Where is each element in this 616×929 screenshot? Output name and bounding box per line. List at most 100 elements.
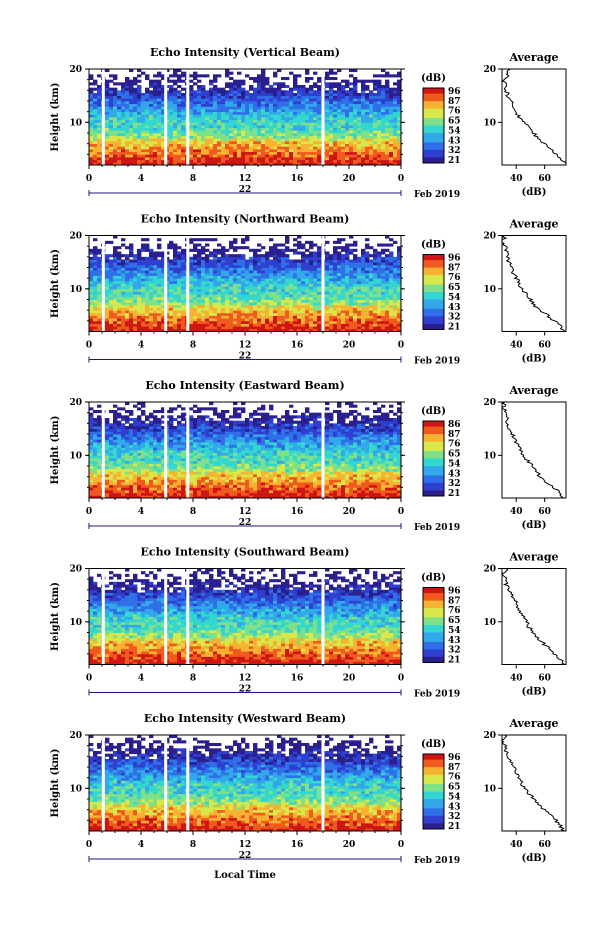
heatmap-cell: [129, 248, 134, 252]
heatmap-cell: [337, 111, 342, 115]
heatmap-cell: [281, 328, 286, 332]
heatmap-cell: [261, 264, 266, 268]
heatmap-cell: [213, 254, 218, 258]
heatmap-cell: [249, 262, 254, 266]
heatmap-cell: [329, 130, 334, 134]
heatmap-cell: [253, 117, 258, 121]
heatmap-cell: [341, 267, 346, 271]
heatmap-cell: [161, 87, 166, 91]
heatmap-cell: [129, 154, 134, 158]
heatmap-cell: [217, 154, 222, 158]
heatmap-cell: [201, 90, 206, 94]
heatmap-cell: [217, 101, 222, 105]
heatmap-cell: [249, 135, 254, 139]
heatmap-cell: [313, 315, 318, 319]
heatmap-cell: [393, 138, 398, 142]
heatmap-cell: [305, 93, 310, 97]
heatmap-cell: [245, 98, 250, 102]
heatmap-cell: [225, 299, 230, 303]
heatmap-cell: [209, 312, 214, 316]
y-tick-label: 20: [69, 65, 82, 75]
heatmap-cell: [249, 270, 254, 274]
heatmap-cell: [189, 146, 194, 150]
heatmap-cell: [293, 95, 298, 99]
heatmap-cell: [149, 302, 154, 306]
heatmap-cell: [225, 141, 230, 145]
heatmap-cell: [193, 90, 198, 94]
heatmap-cell: [305, 267, 310, 271]
heatmap-cell: [197, 74, 202, 78]
heatmap-cell: [337, 262, 342, 266]
heatmap-cell: [233, 283, 238, 287]
heatmap-cell: [201, 146, 206, 150]
heatmap-cell: [121, 122, 126, 126]
heatmap-cell: [209, 328, 214, 332]
heatmap-cell: [233, 138, 238, 142]
heatmap-cell: [397, 151, 402, 155]
heatmap-cell: [133, 101, 138, 105]
heatmap-cell: [325, 130, 330, 134]
heatmap-cell: [89, 125, 94, 129]
heatmap-cell: [173, 248, 178, 252]
heatmap-cell: [137, 307, 142, 311]
heatmap-cell: [305, 109, 310, 113]
heatmap-cell: [105, 259, 110, 263]
heatmap-cell: [137, 122, 142, 126]
heatmap-cell: [209, 310, 214, 314]
heatmap-cell: [117, 157, 122, 161]
heatmap-cell: [249, 114, 254, 118]
heatmap-cell: [137, 138, 142, 142]
heatmap-cell: [241, 117, 246, 121]
heatmap-cell: [113, 157, 118, 161]
heatmap-cell: [113, 149, 118, 153]
heatmap-cell: [197, 101, 202, 105]
heatmap-cell: [137, 302, 142, 306]
heatmap-cell: [109, 310, 114, 314]
heatmap-cell: [89, 320, 94, 324]
heatmap-cell: [293, 307, 298, 311]
heatmap-cell: [309, 259, 314, 263]
heatmap-cell: [89, 103, 94, 107]
heatmap-cell: [133, 304, 138, 308]
heatmap-cell: [329, 103, 334, 107]
heatmap-cell: [397, 157, 402, 161]
heatmap-cell: [373, 259, 378, 263]
heatmap-cell: [217, 310, 222, 314]
heatmap-cell: [277, 127, 282, 131]
heatmap-cell: [157, 133, 162, 137]
heatmap-cell: [333, 267, 338, 271]
heatmap-cell: [145, 109, 150, 113]
heatmap-cell: [193, 299, 198, 303]
heatmap-cell: [361, 151, 366, 155]
heatmap-cell: [265, 291, 270, 295]
heatmap-cell: [377, 98, 382, 102]
heatmap-cell: [181, 320, 186, 324]
heatmap-cell: [193, 304, 198, 308]
heatmap-cell: [301, 294, 306, 298]
heatmap-cell: [381, 251, 386, 255]
heatmap-cell: [337, 302, 342, 306]
heatmap-cell: [217, 146, 222, 150]
heatmap-cell: [385, 299, 390, 303]
heatmap-cell: [265, 154, 270, 158]
heatmap-cell: [257, 264, 262, 268]
heatmap-cell: [233, 87, 238, 91]
heatmap-cell: [169, 95, 174, 99]
heatmap-cell: [181, 111, 186, 115]
heatmap-cell: [169, 154, 174, 158]
heatmap-cell: [301, 280, 306, 284]
heatmap-cell: [157, 135, 162, 139]
heatmap-cell: [205, 135, 210, 139]
heatmap-cell: [253, 307, 258, 311]
heatmap-cell: [201, 141, 206, 145]
heatmap-cell: [193, 256, 198, 260]
heatmap-cell: [97, 320, 102, 324]
heatmap-cell: [121, 304, 126, 308]
heatmap-cell: [233, 299, 238, 303]
heatmap-cell: [117, 149, 122, 153]
heatmap-cell: [229, 272, 234, 276]
heatmap-cell: [385, 264, 390, 268]
heatmap-cell: [177, 135, 182, 139]
heatmap-cell: [397, 270, 402, 274]
heatmap-cell: [377, 254, 382, 258]
